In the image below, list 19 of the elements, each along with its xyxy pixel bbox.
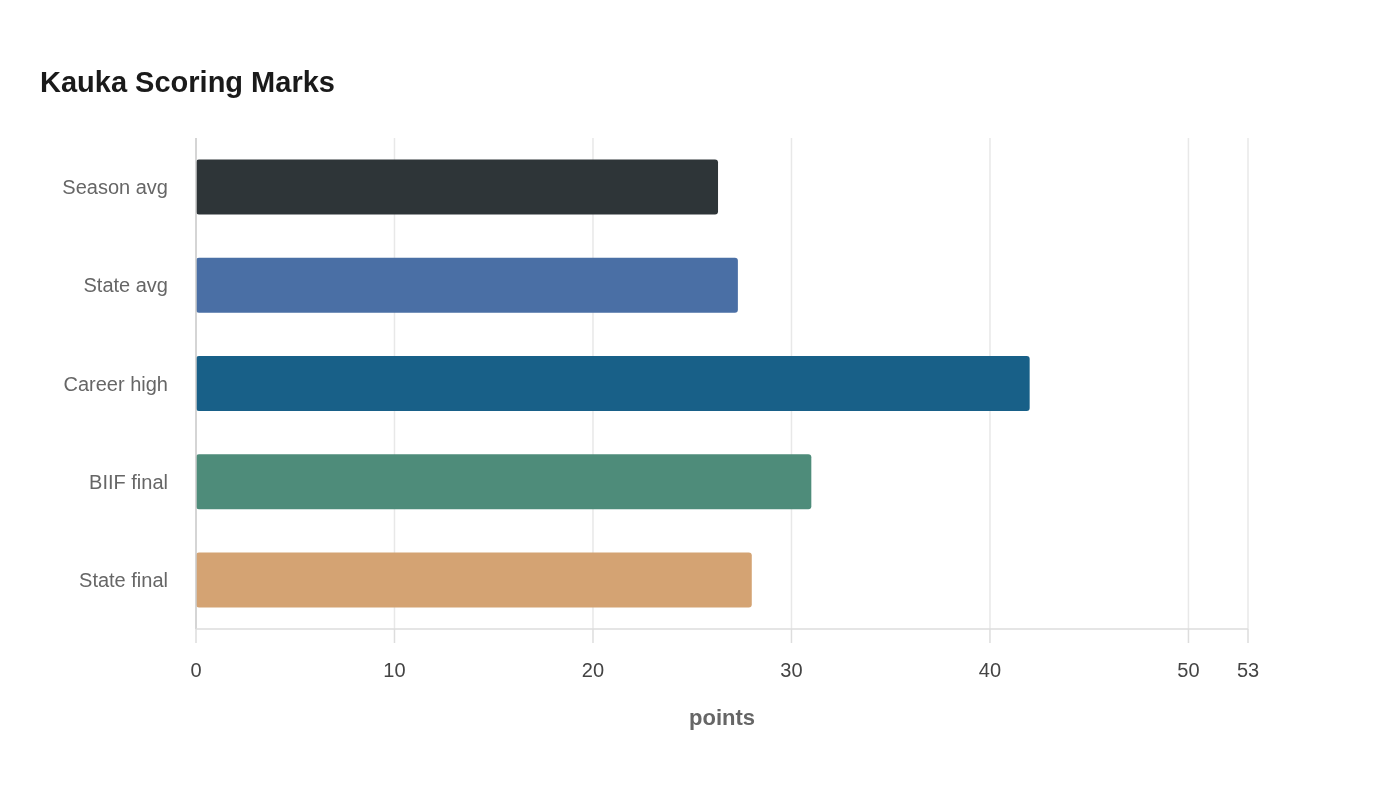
y-tick-label: BIIF final — [89, 470, 168, 493]
x-tick-label: 53 — [1236, 659, 1260, 681]
y-tick-label: Career high — [63, 372, 168, 395]
x-tick-label: 20 — [581, 659, 605, 681]
y-tick-label: State avg — [83, 274, 168, 297]
bar — [196, 159, 719, 215]
y-tick-label: Season avg — [62, 176, 168, 199]
bar — [196, 257, 738, 313]
bar — [196, 454, 812, 510]
bar — [196, 356, 1030, 411]
x-axis-title: points — [689, 705, 755, 730]
x-tick-label: 10 — [383, 659, 406, 681]
bar — [196, 552, 752, 608]
x-tick-label: 40 — [978, 659, 1002, 681]
chart-title: Kauka Scoring Marks — [40, 66, 335, 98]
x-tick-label: 50 — [1177, 659, 1200, 681]
x-tick-label: 30 — [780, 659, 803, 681]
y-tick-label: State final — [79, 568, 168, 591]
x-tick-label: 0 — [190, 659, 202, 681]
